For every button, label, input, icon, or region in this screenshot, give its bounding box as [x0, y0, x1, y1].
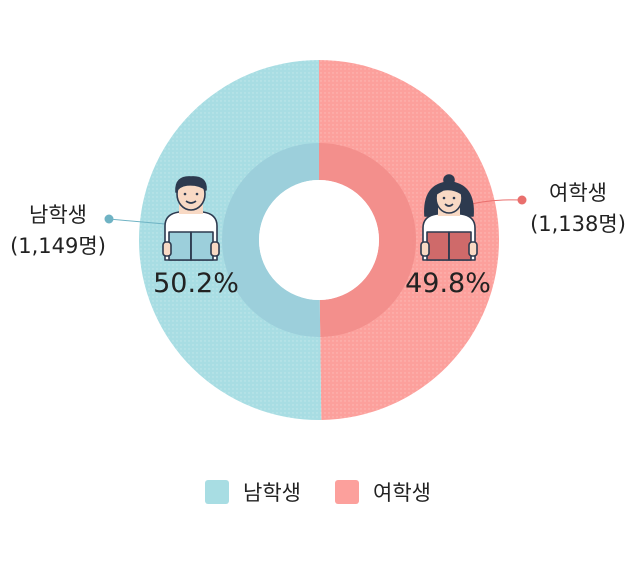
male-connector-line [108, 218, 166, 225]
female-percent-label: 49.8% [405, 268, 491, 299]
male-callout-count: (1,149명) [10, 234, 106, 258]
female-student-reading-icon [420, 174, 478, 261]
legend-item-female: 여학생 [335, 477, 431, 507]
legend-swatch-female [335, 480, 359, 504]
donut-slice-female [319, 60, 499, 420]
donut-inner-slice-male [222, 143, 321, 337]
legend: 남학생 여학생 [0, 474, 636, 510]
female-callout-category: 여학생 [549, 181, 607, 205]
female-callout-count: (1,138명) [530, 212, 626, 236]
donut-inner-slice-female [319, 143, 417, 337]
legend-swatch-male [205, 480, 230, 504]
legend-item-male: 남학생 [205, 477, 301, 507]
legend-label-male: 남학생 [243, 481, 301, 505]
male-percent-label: 50.2% [153, 268, 239, 299]
male-student-reading-icon [162, 176, 220, 261]
male-callout-category: 남학생 [29, 203, 87, 227]
legend-label-female: 여학생 [373, 481, 431, 505]
female-callout: 여학생 (1,138명) [520, 178, 636, 240]
male-connector-dot [104, 214, 114, 224]
male-callout: 남학생 (1,149명) [0, 200, 116, 262]
donut-hole [259, 180, 379, 300]
female-connector-dot [517, 195, 527, 205]
donut-slice-male [138, 60, 322, 421]
